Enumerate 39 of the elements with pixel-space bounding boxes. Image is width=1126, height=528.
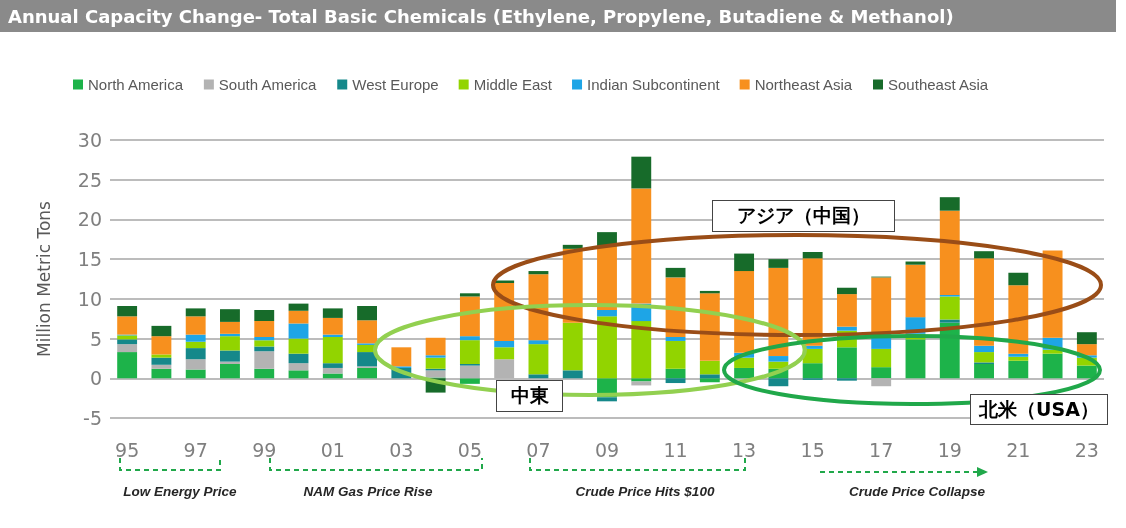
y-tick-label: 10: [77, 287, 102, 310]
x-tick-label: 01: [320, 438, 345, 461]
y-tick-label: 15: [77, 248, 102, 271]
x-tick-label: 97: [183, 438, 208, 461]
y-tick-label: 25: [77, 168, 102, 191]
x-tick-label: 09: [594, 438, 620, 461]
annotation: 中東: [496, 380, 563, 412]
text: Crude Price Hits $100: [574, 483, 716, 501]
x-tick-label: 07: [526, 438, 551, 461]
text: Crude Price Collapse: [848, 483, 986, 501]
y-tick-label: 5: [89, 327, 102, 350]
legend-label: Indian Subcontinent: [587, 76, 721, 93]
legend-label: West Europe: [352, 76, 439, 93]
legend-label: Southeast Asia: [888, 76, 989, 93]
legend-label: Northeast Asia: [754, 76, 853, 93]
annotation: 北米（USA）: [970, 394, 1108, 425]
x-tick-label: 19: [937, 438, 962, 461]
y-tick-label: 30: [77, 129, 102, 151]
text: NAM Gas Price Rise: [303, 483, 433, 501]
x-tick-label: 99: [252, 438, 277, 461]
x-tick-label: 13: [732, 438, 757, 461]
text: Low Energy Price: [122, 483, 238, 501]
y-tick-label: 20: [77, 208, 102, 231]
y-tick-label: -5: [83, 407, 102, 429]
x-tick-label: 17: [869, 438, 894, 461]
x-tick-label: 15: [800, 438, 825, 461]
legend-label: South America: [218, 76, 318, 93]
x-tick-label: 95: [115, 438, 140, 461]
x-tick-label: 11: [663, 438, 688, 461]
legend-label: North America: [88, 76, 184, 93]
chart-title: Annual Capacity Change- Total Basic Chemicals (Ethylene, Propylene, Butadiene & Methanol): [8, 5, 954, 27]
legend-label: Middle East: [473, 76, 553, 93]
x-tick-label: 03: [389, 438, 414, 461]
x-tick-label: 23: [1074, 438, 1099, 461]
x-tick-label: 21: [1006, 438, 1031, 461]
x-tick-label: 05: [457, 438, 482, 461]
annotation: アジア（中国）: [712, 200, 895, 232]
y-axis-title: Million Metric Tons: [33, 200, 54, 357]
y-tick-label: 0: [89, 367, 102, 390]
